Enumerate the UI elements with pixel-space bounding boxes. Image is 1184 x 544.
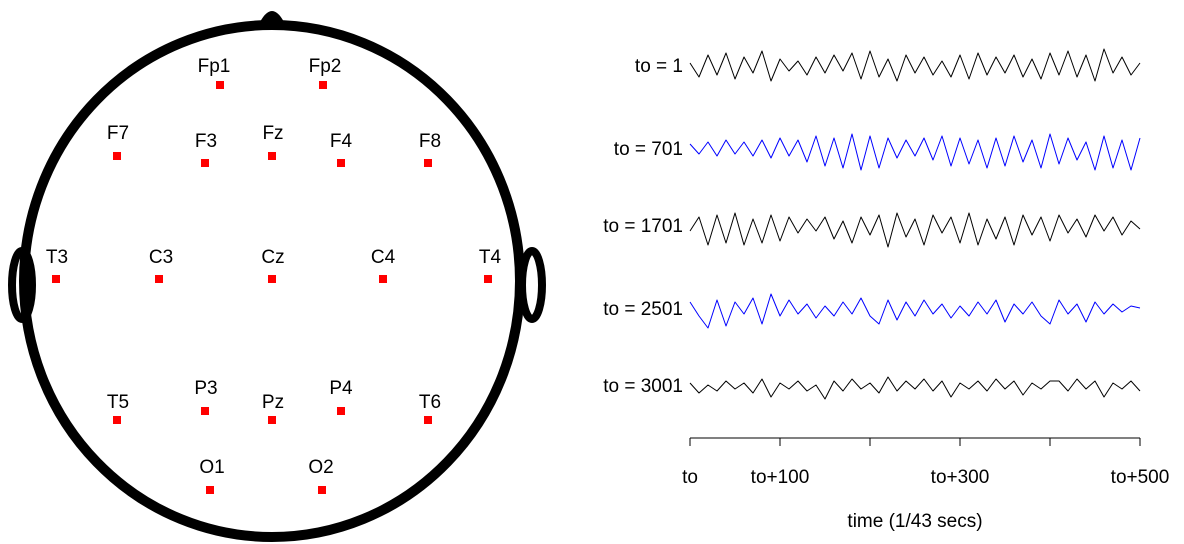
electrode-marker bbox=[318, 486, 326, 494]
electrode-marker bbox=[379, 275, 387, 283]
electrode-label: F4 bbox=[330, 131, 353, 152]
electrode-label: P4 bbox=[329, 378, 353, 399]
electrode-label: F8 bbox=[419, 131, 441, 152]
electrode-marker bbox=[484, 275, 492, 283]
electrode-label: Fp2 bbox=[309, 56, 342, 77]
electrode-label: Fz bbox=[262, 123, 283, 144]
x-tick-label: to+100 bbox=[751, 467, 810, 488]
electrode-label: F3 bbox=[195, 131, 217, 152]
electrode-label: P3 bbox=[194, 378, 217, 399]
electrode-marker bbox=[424, 416, 432, 424]
electrode-marker bbox=[337, 159, 345, 167]
trace bbox=[689, 376, 1141, 400]
trace bbox=[689, 133, 1141, 171]
electrode-label: Fp1 bbox=[198, 56, 231, 77]
electrode-label: Pz bbox=[262, 392, 284, 413]
electrode-marker bbox=[319, 81, 327, 89]
x-tick-label: to bbox=[682, 467, 698, 488]
trace bbox=[689, 48, 1141, 82]
trace bbox=[689, 212, 1141, 248]
x-axis-label: time (1/43 secs) bbox=[847, 511, 982, 532]
electrode-marker bbox=[201, 159, 209, 167]
electrode-marker bbox=[206, 486, 214, 494]
electrode-marker bbox=[337, 407, 345, 415]
electrode-label: O2 bbox=[308, 457, 333, 478]
electrode-label: Cz bbox=[261, 247, 284, 268]
electrode-marker bbox=[155, 275, 163, 283]
electrode-marker bbox=[201, 407, 209, 415]
trace-label: to = 1 bbox=[635, 56, 683, 77]
trace-label: to = 3001 bbox=[603, 376, 683, 397]
x-tick-label: to+500 bbox=[1111, 467, 1170, 488]
electrode-label: T5 bbox=[107, 392, 129, 413]
electrode-marker bbox=[268, 416, 276, 424]
trace-label: to = 1701 bbox=[603, 216, 683, 237]
electrode-marker bbox=[424, 159, 432, 167]
electrode-marker bbox=[52, 275, 60, 283]
trace-label: to = 2501 bbox=[603, 299, 683, 320]
trace bbox=[689, 293, 1141, 329]
electrode-label: F7 bbox=[107, 123, 129, 144]
right-ear bbox=[518, 247, 546, 323]
trace-label: to = 701 bbox=[614, 139, 683, 160]
electrode-label: C3 bbox=[149, 247, 173, 268]
electrode-marker bbox=[268, 152, 276, 160]
head-diagram bbox=[8, 11, 546, 542]
electrode-marker bbox=[268, 275, 276, 283]
x-tick-label: to+300 bbox=[931, 467, 990, 488]
electrode-label: O1 bbox=[199, 457, 224, 478]
electrode-label: C4 bbox=[371, 247, 396, 268]
head-outline bbox=[19, 20, 525, 542]
electrode-label: T4 bbox=[479, 247, 502, 268]
electrode-marker bbox=[113, 152, 121, 160]
electrode-label: T6 bbox=[419, 392, 441, 413]
electrode-label: T3 bbox=[46, 247, 68, 268]
electrode-marker bbox=[216, 81, 224, 89]
electrode-marker bbox=[113, 416, 121, 424]
